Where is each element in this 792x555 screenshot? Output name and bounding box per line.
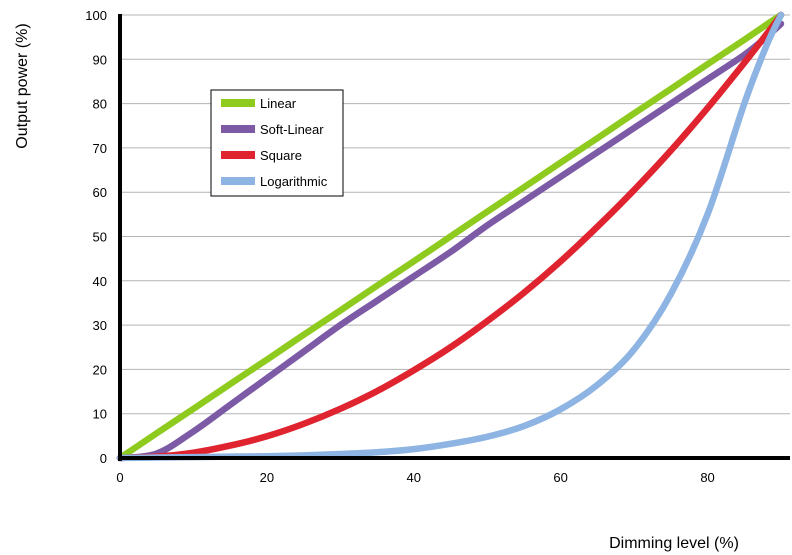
y-tick-label: 0 — [100, 451, 107, 466]
y-tick-label: 90 — [93, 52, 107, 67]
legend-swatch — [221, 177, 255, 185]
legend-swatch — [221, 151, 255, 159]
legend-swatch — [221, 125, 255, 133]
y-tick-label: 10 — [93, 407, 107, 422]
y-tick-label: 60 — [93, 185, 107, 200]
legend-label: Linear — [260, 96, 297, 111]
x-tick-label: 60 — [553, 470, 567, 485]
series-line-linear — [116, 11, 785, 462]
y-tick-label: 80 — [93, 97, 107, 112]
y-tick-label: 30 — [93, 318, 107, 333]
x-tick-label: 40 — [407, 470, 421, 485]
series-line-square — [116, 11, 785, 462]
y-tick-label: 20 — [93, 362, 107, 377]
x-tick-label: 80 — [700, 470, 714, 485]
x-tick-label: 0 — [116, 470, 123, 485]
tick-labels: 0 10 20 30 40 50 60 70 80 90 100 0 20 40 60 80 — [85, 8, 714, 485]
legend-label: Square — [260, 148, 302, 163]
legend: Linear Soft-Linear Square Logarithmic — [210, 89, 344, 197]
series-line-soft-linear — [116, 20, 785, 462]
y-tick-label: 100 — [85, 8, 107, 23]
legend-swatch — [221, 99, 255, 107]
legend-label: Logarithmic — [260, 174, 328, 189]
legend-label: Soft-Linear — [260, 122, 324, 137]
x-axis-title: Dimming level (%) — [609, 535, 739, 552]
x-tick-label: 20 — [260, 470, 274, 485]
y-axis-title: Output power (%) — [14, 23, 31, 148]
axes — [118, 14, 790, 461]
y-tick-label: 40 — [93, 274, 107, 289]
y-tick-label: 50 — [93, 230, 107, 245]
y-tick-label: 70 — [93, 141, 107, 156]
